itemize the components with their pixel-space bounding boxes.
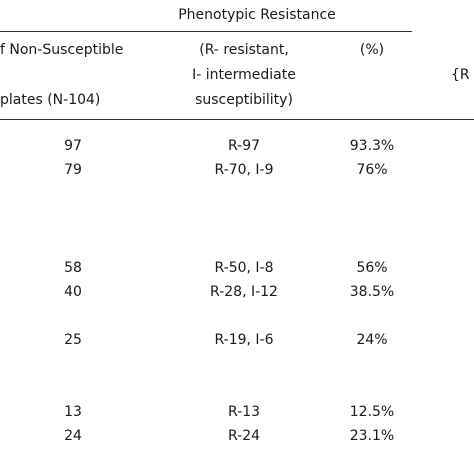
row-percent: 76% [356,161,387,179]
row-breakdown: R-50, I-8 [214,259,273,277]
col-breakdown-header-line1: (R- resistant, [199,41,289,59]
row-count: 58 [64,259,82,277]
row-breakdown: R-28, I-12 [210,283,278,301]
row-percent: 12.5% [350,403,394,421]
row-percent: 93.3% [350,137,394,155]
col-cut-header: {R [451,66,470,84]
row-count: 79 [64,161,82,179]
header-bottom-rule [0,119,474,120]
row-count: 24 [64,427,82,445]
row-breakdown: R-70, I-9 [214,161,273,179]
row-percent: 24% [356,331,387,349]
row-breakdown: R-24 [228,427,260,445]
col-breakdown-header-line3: susceptibility) [195,91,293,109]
row-count: 13 [64,403,82,421]
row-count: 40 [64,283,82,301]
row-percent: 23.1% [350,427,394,445]
row-percent: 56% [356,259,387,277]
col-count-header-line1: f Non-Susceptible [0,41,123,59]
row-breakdown: R-97 [228,137,260,155]
col-percent-header: (%) [360,41,384,59]
group-title: Phenotypic Resistance [178,6,336,24]
row-percent: 38.5% [350,283,394,301]
row-count: 97 [64,137,82,155]
group-underline [0,31,412,32]
row-count: 25 [64,331,82,349]
col-count-header-line2: plates (N-104) [0,91,100,109]
row-breakdown: R-19, I-6 [214,331,273,349]
col-breakdown-header-line2: I- intermediate [192,66,296,84]
row-breakdown: R-13 [228,403,260,421]
